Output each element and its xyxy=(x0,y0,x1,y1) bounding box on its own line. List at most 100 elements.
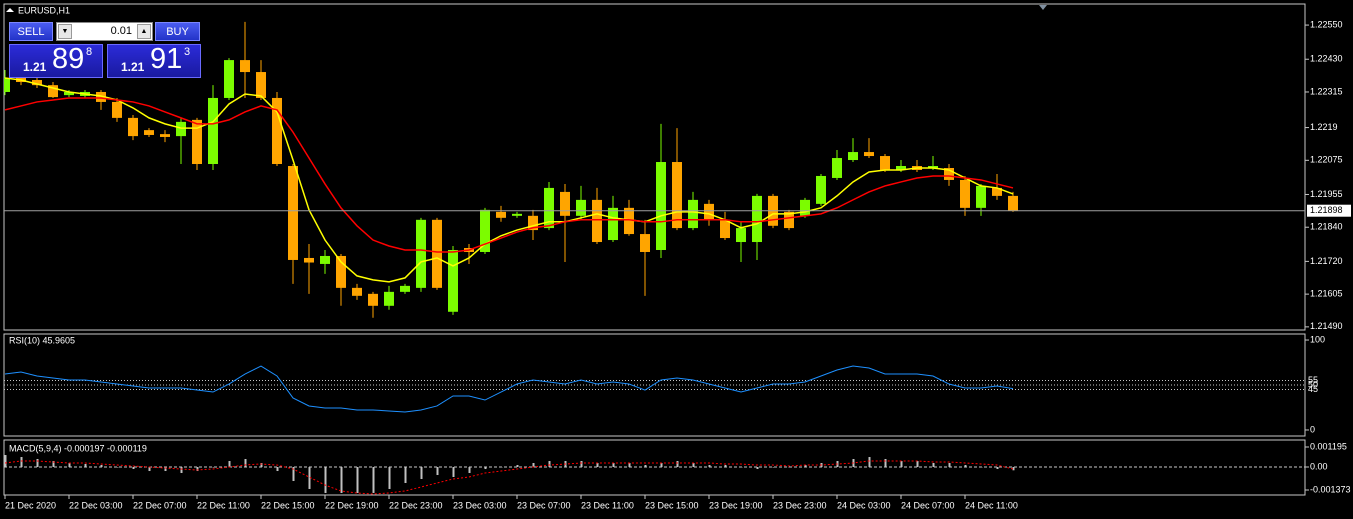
candle-body xyxy=(320,255,330,264)
y-tick-label: 0 xyxy=(1310,424,1315,434)
candle-body xyxy=(96,91,106,102)
y-tick-label: -0.001373 xyxy=(1310,484,1351,494)
candle-body xyxy=(1008,195,1018,211)
candle-body xyxy=(224,60,234,98)
histogram-bar xyxy=(116,467,119,468)
candle-body xyxy=(688,199,698,229)
histogram-bar xyxy=(612,463,615,468)
lot-down[interactable]: ▼ xyxy=(58,24,72,39)
y-tick-label: 1.22315 xyxy=(1310,86,1343,96)
candle-body xyxy=(240,60,250,73)
candle-body xyxy=(528,215,538,231)
bid-price[interactable]: 1.21 89 8 xyxy=(9,43,103,78)
bid-big: 1.21 xyxy=(23,60,47,74)
histogram-bar xyxy=(740,467,743,468)
candle-body xyxy=(208,97,218,165)
histogram-bar xyxy=(20,457,23,468)
x-tick-label: 23 Dec 07:00 xyxy=(517,500,571,510)
histogram-bar xyxy=(948,463,951,468)
histogram-bar xyxy=(532,463,535,468)
candle-body xyxy=(896,166,906,170)
candle-body xyxy=(624,207,634,235)
current-price-label: 1.21898 xyxy=(1310,205,1343,215)
y-tick-label: 1.21605 xyxy=(1310,289,1343,299)
lot-up[interactable]: ▲ xyxy=(137,24,151,39)
ask-pips: 91 xyxy=(150,43,183,75)
histogram-bar xyxy=(1012,467,1015,471)
histogram-bar xyxy=(884,459,887,468)
candle-body xyxy=(48,85,58,98)
candle-body xyxy=(592,199,602,243)
lot-field[interactable]: ▼ 0.01 ▲ xyxy=(56,22,153,41)
histogram-bar xyxy=(484,467,487,469)
x-tick-label: 23 Dec 19:00 xyxy=(709,500,763,510)
x-tick-label: 22 Dec 11:00 xyxy=(197,500,250,510)
candle-body xyxy=(448,249,458,312)
macd-title: MACD(5,9,4) -0.000197 -0.000119 xyxy=(9,443,147,453)
macd-plot xyxy=(4,455,1305,495)
histogram-bar xyxy=(308,467,311,489)
candle-body xyxy=(816,175,826,204)
lot-value[interactable]: 0.01 xyxy=(110,25,132,37)
histogram-bar xyxy=(260,463,263,468)
candle-body xyxy=(544,187,554,229)
y-tick-label: 0.00 xyxy=(1310,461,1328,471)
histogram-bar xyxy=(244,459,247,468)
axes: 1.22550 1.22430 1.22315 1.2219 1.22075 1.2195… xyxy=(4,19,1351,510)
candle-body xyxy=(176,121,186,137)
x-tick-label: 23 Dec 15:00 xyxy=(645,500,699,510)
candle-body xyxy=(640,234,650,252)
histogram-bar xyxy=(628,463,631,468)
candle-body xyxy=(400,285,410,292)
candle-body xyxy=(656,162,666,250)
candle-body xyxy=(752,195,762,243)
x-tick-label: 22 Dec 07:00 xyxy=(133,500,187,510)
level-label: 45 xyxy=(1308,384,1318,394)
histogram-bar xyxy=(276,467,279,472)
histogram-bar xyxy=(228,461,231,468)
histogram-bar xyxy=(468,467,471,473)
y-tick-label: 1.22430 xyxy=(1310,54,1343,64)
buy-button[interactable]: BUY xyxy=(155,22,200,41)
histogram-bar xyxy=(580,461,583,468)
rsi-plot xyxy=(4,365,1305,413)
candle-body xyxy=(704,203,714,220)
histogram-bar xyxy=(756,467,759,469)
bid-point: 8 xyxy=(86,46,93,58)
candle-body xyxy=(864,152,874,157)
histogram-bar xyxy=(36,459,39,468)
histogram-bar xyxy=(148,467,151,472)
ask-price[interactable]: 1.21 91 3 xyxy=(107,43,201,78)
y-tick-label: 1.22075 xyxy=(1310,155,1343,165)
signal-line xyxy=(4,460,1014,495)
y-tick-label: 1.2219 xyxy=(1310,122,1338,132)
histogram-bar xyxy=(964,465,967,468)
histogram-bar xyxy=(868,457,871,468)
candle-body xyxy=(512,213,522,216)
x-tick-label: 22 Dec 15:00 xyxy=(261,500,315,510)
candle-body xyxy=(992,187,1002,196)
candle-body xyxy=(288,166,298,260)
histogram-bar xyxy=(772,467,775,468)
histogram-bar xyxy=(196,467,199,472)
bid-pips: 89 xyxy=(52,43,85,75)
level-label: 50 xyxy=(1308,379,1318,389)
histogram-bar xyxy=(324,467,327,493)
ask-point: 3 xyxy=(184,46,191,58)
level-label: 55 xyxy=(1308,375,1318,385)
candle-body xyxy=(112,101,122,118)
sell-button[interactable]: SELL xyxy=(9,22,53,41)
y-tick-label: 1.21840 xyxy=(1310,222,1343,232)
x-tick-label: 23 Dec 11:00 xyxy=(581,500,634,510)
candle-body xyxy=(192,119,202,165)
histogram-bar xyxy=(420,467,423,479)
collapse-icon[interactable] xyxy=(6,8,14,12)
candle-body xyxy=(416,219,426,288)
histogram-bar xyxy=(340,467,343,493)
candle-body xyxy=(832,158,842,178)
histogram-bar xyxy=(676,461,679,468)
histogram-bar xyxy=(788,467,791,468)
candle-body xyxy=(64,91,74,96)
